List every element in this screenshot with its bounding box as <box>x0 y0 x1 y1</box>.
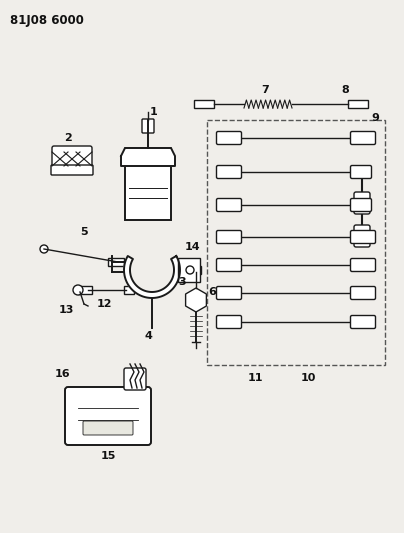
Bar <box>194 100 214 108</box>
FancyBboxPatch shape <box>351 198 372 212</box>
Text: 16: 16 <box>54 369 70 379</box>
FancyBboxPatch shape <box>217 198 242 212</box>
Bar <box>178 258 200 282</box>
Circle shape <box>73 285 83 295</box>
Text: 6: 6 <box>208 287 216 297</box>
Text: 2: 2 <box>64 133 72 143</box>
Text: 12: 12 <box>96 299 112 309</box>
Bar <box>124 286 134 294</box>
FancyBboxPatch shape <box>217 259 242 271</box>
FancyBboxPatch shape <box>217 230 242 244</box>
Polygon shape <box>121 148 175 166</box>
Bar <box>125 148 171 220</box>
Bar <box>348 100 368 108</box>
Bar <box>191 266 201 274</box>
FancyBboxPatch shape <box>65 387 151 445</box>
Text: 11: 11 <box>247 373 263 383</box>
Text: 15: 15 <box>100 451 116 461</box>
FancyBboxPatch shape <box>354 225 370 247</box>
FancyBboxPatch shape <box>217 132 242 144</box>
Circle shape <box>186 266 194 274</box>
Text: 13: 13 <box>58 305 74 315</box>
FancyBboxPatch shape <box>142 119 154 133</box>
FancyBboxPatch shape <box>217 316 242 328</box>
FancyBboxPatch shape <box>217 287 242 300</box>
Text: 8: 8 <box>341 85 349 95</box>
Bar <box>78 286 92 294</box>
FancyBboxPatch shape <box>351 259 375 271</box>
FancyBboxPatch shape <box>351 230 375 244</box>
Bar <box>207 120 385 365</box>
FancyBboxPatch shape <box>354 192 370 214</box>
FancyBboxPatch shape <box>52 146 92 172</box>
FancyBboxPatch shape <box>51 165 93 175</box>
Polygon shape <box>185 288 206 312</box>
FancyBboxPatch shape <box>351 166 372 179</box>
FancyBboxPatch shape <box>351 287 375 300</box>
Text: 7: 7 <box>261 85 269 95</box>
Text: 9: 9 <box>371 113 379 123</box>
FancyBboxPatch shape <box>217 166 242 179</box>
FancyBboxPatch shape <box>351 316 375 328</box>
Text: 3: 3 <box>178 277 186 287</box>
Text: 4: 4 <box>144 331 152 341</box>
FancyBboxPatch shape <box>124 368 146 390</box>
Text: 14: 14 <box>185 242 201 252</box>
Polygon shape <box>124 256 180 298</box>
Text: 1: 1 <box>150 107 158 117</box>
Bar <box>108 258 124 266</box>
Text: 5: 5 <box>80 227 88 237</box>
FancyBboxPatch shape <box>83 421 133 435</box>
FancyBboxPatch shape <box>351 132 375 144</box>
Circle shape <box>40 245 48 253</box>
Text: 10: 10 <box>300 373 316 383</box>
Text: 81J08 6000: 81J08 6000 <box>10 14 84 27</box>
